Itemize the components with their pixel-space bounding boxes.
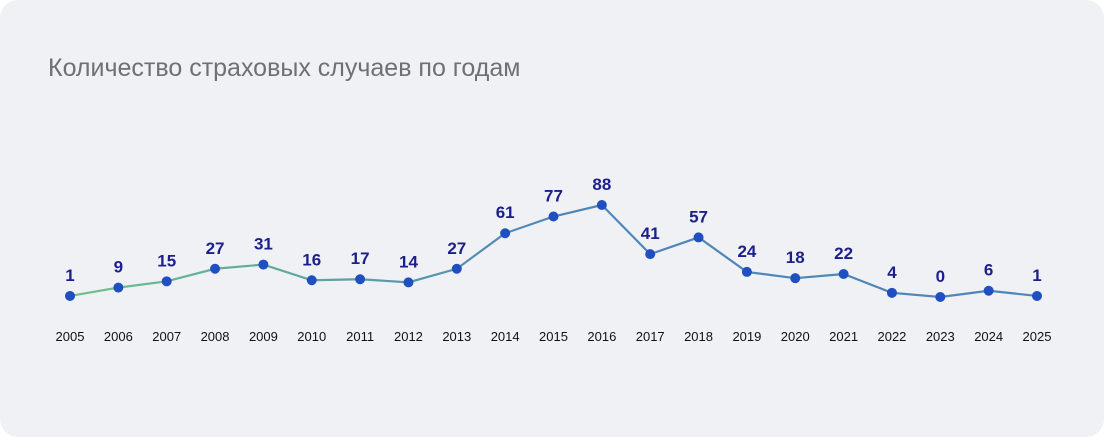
x-tick-label: 2008: [201, 329, 230, 344]
data-label-2025: 1: [1032, 266, 1041, 285]
data-label-2013: 27: [447, 239, 466, 258]
data-label-2016: 88: [592, 175, 611, 194]
data-point-2015[interactable]: [548, 211, 559, 222]
x-tick-label: 2005: [56, 329, 85, 344]
data-label-2018: 57: [689, 207, 708, 226]
x-tick-label: 2014: [491, 329, 520, 344]
x-tick-label: 2023: [926, 329, 955, 344]
x-tick-label: 2024: [974, 329, 1003, 344]
data-point-2007[interactable]: [161, 276, 172, 287]
data-label-2020: 18: [786, 248, 805, 267]
x-tick-label: 2017: [636, 329, 665, 344]
data-point-2021[interactable]: [838, 269, 849, 279]
data-point-2009[interactable]: [258, 259, 269, 270]
data-point-2014[interactable]: [500, 228, 511, 239]
x-tick-label: 2009: [249, 329, 278, 344]
data-label-2008: 27: [206, 239, 225, 258]
data-label-2011: 17: [351, 249, 370, 268]
data-label-2015: 77: [544, 187, 563, 206]
x-tick-label: 2022: [877, 329, 906, 344]
x-tick-label: 2013: [442, 329, 471, 344]
data-label-2005: 1: [65, 266, 74, 285]
data-point-2013[interactable]: [451, 263, 462, 274]
data-label-2022: 4: [887, 263, 897, 282]
x-tick-label: 2006: [104, 329, 133, 344]
data-point-2022[interactable]: [886, 287, 897, 298]
data-label-2023: 0: [936, 267, 945, 286]
x-tick-label: 2025: [1023, 329, 1052, 344]
x-tick-label: 2018: [684, 329, 713, 344]
x-tick-label: 2012: [394, 329, 423, 344]
data-point-2025[interactable]: [1032, 290, 1042, 301]
data-label-2010: 16: [302, 250, 321, 269]
data-point-2012[interactable]: [403, 277, 414, 288]
data-label-2006: 9: [114, 258, 123, 277]
x-tick-label: 2020: [781, 329, 810, 344]
data-label-2019: 24: [737, 242, 756, 261]
data-point-2019[interactable]: [741, 266, 752, 277]
data-point-2017[interactable]: [645, 249, 656, 260]
data-label-2017: 41: [641, 224, 660, 243]
x-tick-label: 2010: [297, 329, 326, 344]
data-label-2014: 61: [496, 203, 515, 222]
x-tick-label: 2016: [587, 329, 616, 344]
data-point-2016[interactable]: [596, 200, 607, 210]
data-point-2005[interactable]: [65, 290, 75, 301]
data-point-2024[interactable]: [983, 285, 994, 296]
chart-title: Количество страховых случаев по годам: [48, 54, 521, 82]
data-point-2008[interactable]: [210, 263, 221, 274]
data-label-2012: 14: [399, 252, 418, 271]
x-tick-label: 2019: [732, 329, 761, 344]
data-label-2007: 15: [157, 251, 176, 270]
x-tick-label: 2011: [346, 329, 374, 344]
data-point-2023[interactable]: [935, 292, 946, 302]
x-tick-label: 2021: [829, 329, 858, 344]
data-point-2010[interactable]: [306, 275, 317, 286]
data-label-2009: 31: [254, 235, 273, 254]
data-point-2006[interactable]: [113, 282, 124, 293]
data-label-2021: 22: [834, 244, 853, 263]
data-point-2020[interactable]: [790, 273, 801, 284]
x-tick-label: 2015: [539, 329, 568, 344]
x-tick-label: 2007: [152, 329, 181, 344]
data-point-2018[interactable]: [693, 232, 704, 243]
data-label-2024: 6: [984, 261, 993, 280]
data-point-2011[interactable]: [355, 274, 366, 285]
